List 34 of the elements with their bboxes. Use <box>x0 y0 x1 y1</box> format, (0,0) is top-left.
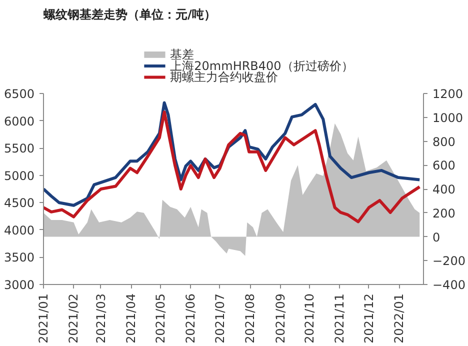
x-tick-label: 2021/07 <box>212 293 227 344</box>
y-tick-label: 6000 <box>4 114 35 128</box>
y2-tick-label: 600 <box>432 158 456 173</box>
y2-tick-label: 1200 <box>432 87 464 101</box>
y2-tick-label: 400 <box>432 182 456 196</box>
line-series <box>44 110 422 224</box>
x-tick-label: 2021/10 <box>302 293 316 344</box>
y2-tick-label: −400 <box>432 278 466 292</box>
x-tick-label: 2022/01 <box>392 293 406 344</box>
y2-tick-label: 0 <box>432 230 440 244</box>
chart-title: 螺纹钢基差走势（单位：元/吨） <box>42 8 216 22</box>
y-tick-label: 6500 <box>4 87 35 101</box>
y2-tick-label: 1000 <box>432 110 464 125</box>
x-tick-label: 2021/11 <box>332 293 347 344</box>
x-tick-label: 2021/01 <box>36 293 50 344</box>
y-tick-label: 4000 <box>4 223 35 238</box>
x-tick-label: 2021/02 <box>66 293 81 344</box>
x-tick-label: 2021/05 <box>153 293 168 344</box>
y-tick-label: 3500 <box>4 250 35 265</box>
x-tick-label: 2021/09 <box>273 293 288 344</box>
legend-label: 期螺主力合约收盘价 <box>170 70 278 84</box>
y-tick-label: 5500 <box>4 142 35 156</box>
x-tick-label: 2021/08 <box>243 293 258 344</box>
x-tick-label: 2021/04 <box>124 293 138 344</box>
legend-label: 基差 <box>170 48 194 62</box>
x-tick-label: 2021/03 <box>94 293 108 344</box>
y-tick-label: 3000 <box>4 278 35 292</box>
x-tick-label: 2021/12 <box>362 293 376 344</box>
y-tick-label: 5000 <box>4 168 35 183</box>
y-tick-label: 4500 <box>4 196 35 210</box>
y2-tick-label: 200 <box>432 206 456 220</box>
y2-tick-label: 800 <box>432 134 456 149</box>
y2-tick-label: −200 <box>432 254 466 268</box>
x-tick-label: 2021/06 <box>184 293 198 344</box>
